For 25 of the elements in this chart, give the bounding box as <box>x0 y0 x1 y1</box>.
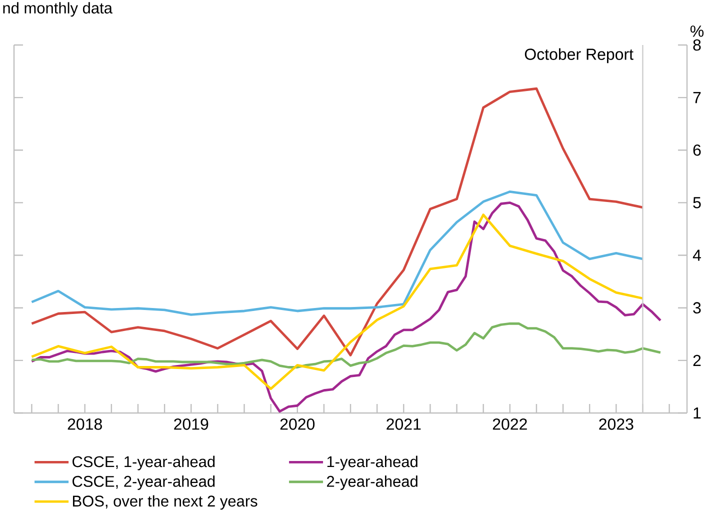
y-tick-label: 7 <box>693 92 701 104</box>
ref-line-label: October Report <box>524 48 634 64</box>
y-tick-label: 1 <box>694 407 701 418</box>
x-tick-label: 2021 <box>386 418 421 430</box>
y-tick-label: 2 <box>693 354 701 366</box>
chart-subtitle: nd monthly data <box>3 2 112 17</box>
y-tick-label: 3 <box>693 302 701 314</box>
legend-label: BOS, over the next 2 years <box>73 495 258 510</box>
x-tick-label: 2020 <box>280 418 315 430</box>
y-tick-label: 5 <box>693 197 701 208</box>
legend-label: 2-year-ahead <box>326 476 418 490</box>
x-tick-label: 2018 <box>68 418 102 430</box>
y-tick-label: 8 <box>693 39 701 51</box>
legend-label: CSCE, 2-year-ahead <box>72 476 215 490</box>
legend-label: CSCE, 1-year-ahead <box>72 456 215 470</box>
line-series <box>30 190 644 316</box>
legend-label: 1-year-ahead <box>327 456 418 470</box>
y-axis-title: % <box>690 26 704 37</box>
x-tick-label: 2019 <box>174 418 208 430</box>
line-series <box>30 87 644 356</box>
line-series <box>30 214 644 390</box>
x-tick-label: 2022 <box>492 418 527 430</box>
x-tick-label: 2023 <box>599 418 634 430</box>
y-tick-label: 4 <box>692 250 701 261</box>
y-tick-label: 6 <box>693 144 701 156</box>
